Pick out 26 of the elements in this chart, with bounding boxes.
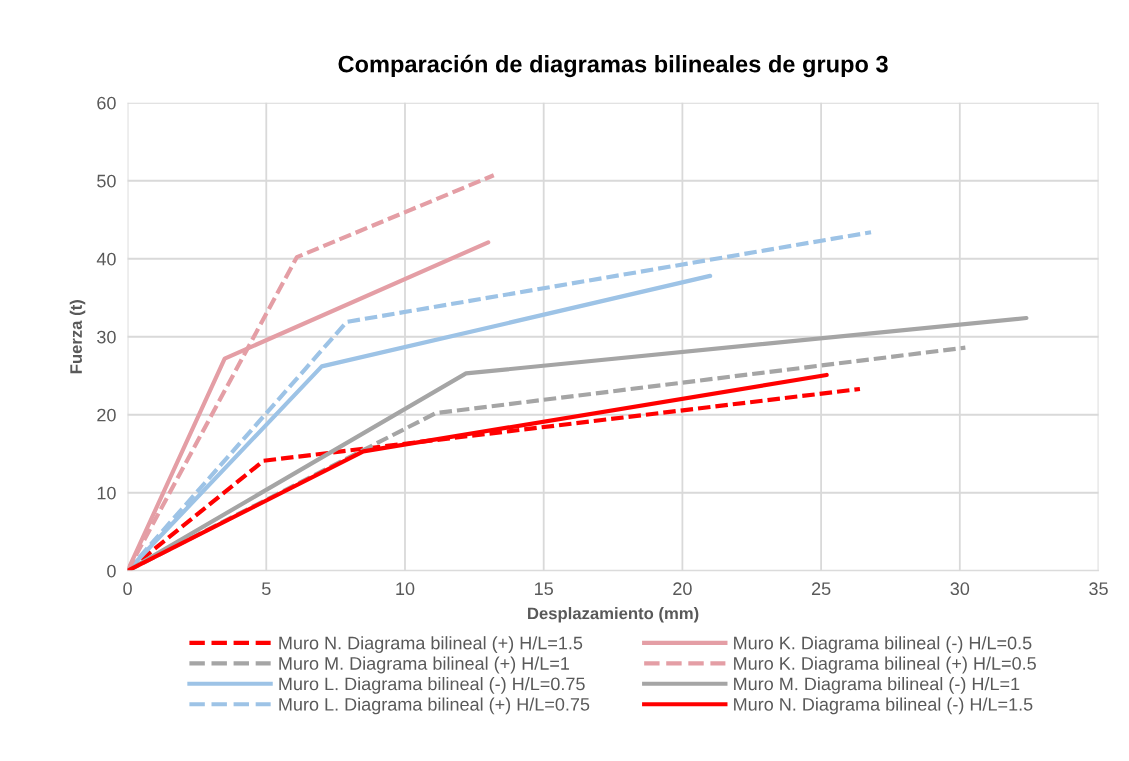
y-tick-label: 10 bbox=[97, 486, 116, 500]
legend-label: Muro M. Diagrama bilineal (-) H/L=1 bbox=[734, 677, 1020, 694]
y-tick-label: 30 bbox=[97, 330, 116, 344]
legend-label: Muro M. Diagrama bilineal (+) H/L=1 bbox=[279, 656, 570, 674]
x-tick-label: 30 bbox=[950, 582, 970, 596]
legend-label: Muro L. Diagrama bilineal (-) H/L=0.75 bbox=[279, 677, 585, 694]
legend-label: Muro N. Diagrama bilineal (-) H/L=1.5 bbox=[734, 697, 1033, 715]
legend-label: Muro L. Diagrama bilineal (+) H/L=0.75 bbox=[279, 697, 590, 715]
x-tick-label: 5 bbox=[261, 582, 271, 596]
legend-label: Muro K. Diagrama bilineal (-) H/L=0.5 bbox=[734, 636, 1032, 653]
x-tick-label: 15 bbox=[535, 582, 553, 596]
chart-title: Comparación de diagramas bilineales de grupo 3 bbox=[338, 54, 888, 78]
y-tick-label: 20 bbox=[97, 408, 116, 422]
x-tick-label: 25 bbox=[811, 582, 831, 596]
x-axis-title: Desplazamiento (mm) bbox=[528, 607, 699, 623]
x-tick-label: 35 bbox=[1089, 582, 1108, 596]
x-tick-label: 20 bbox=[673, 582, 692, 596]
y-tick-label: 40 bbox=[96, 252, 116, 266]
y-tick-label: 60 bbox=[97, 96, 116, 110]
y-tick-label: 0 bbox=[107, 564, 116, 578]
x-tick-label: 0 bbox=[123, 582, 132, 596]
y-axis-title: Fuerza (t) bbox=[69, 300, 86, 374]
legend-label: Muro K. Diagrama bilineal (+) H/L=0.5 bbox=[734, 656, 1036, 674]
y-tick-label: 50 bbox=[97, 174, 116, 188]
legend-label: Muro N. Diagrama bilineal (+) H/L=1.5 bbox=[279, 636, 583, 653]
x-tick-label: 10 bbox=[396, 582, 415, 596]
